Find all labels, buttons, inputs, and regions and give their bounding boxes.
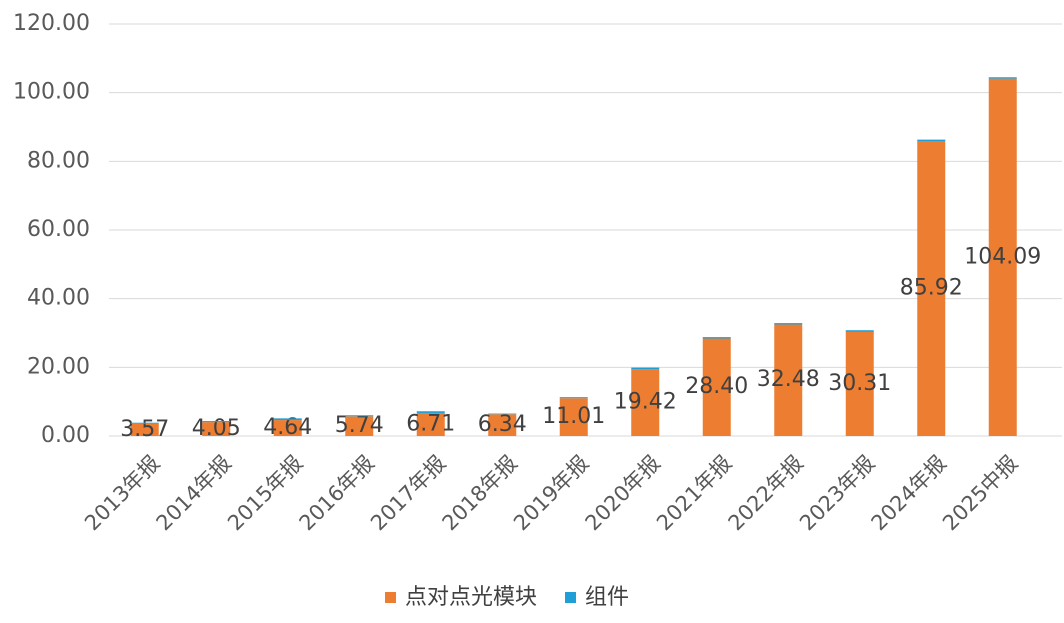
bar [988, 77, 1017, 79]
bar [988, 78, 1017, 437]
x-tick-label: 2023年报 [795, 451, 879, 535]
y-tick-label: 20.00 [27, 354, 90, 379]
bar [917, 139, 946, 142]
legend-label: 组件 [585, 585, 629, 610]
x-tick-label: 2019年报 [509, 451, 593, 535]
y-tick-label: 80.00 [27, 148, 90, 173]
data-label: 19.42 [614, 390, 677, 415]
data-label: 30.31 [828, 371, 891, 396]
y-tick-label: 0.00 [41, 423, 90, 448]
legend-swatch [565, 592, 577, 603]
bar [774, 323, 803, 325]
data-label: 3.57 [120, 417, 169, 442]
x-tick-label: 2015年报 [223, 451, 307, 535]
bar [273, 418, 302, 421]
y-tick-label: 120.00 [13, 11, 90, 36]
x-tick-label: 2020年报 [581, 451, 665, 535]
data-label: 6.71 [406, 411, 455, 436]
data-label: 85.92 [900, 276, 963, 301]
x-tick-label: 2021年报 [652, 451, 736, 535]
data-label: 4.05 [192, 416, 241, 441]
bar [416, 411, 445, 413]
data-label: 28.40 [685, 374, 748, 399]
bar [702, 338, 731, 436]
bar [559, 397, 588, 399]
bar [702, 337, 731, 339]
bar [488, 413, 517, 415]
bar [631, 367, 660, 370]
data-label: 6.34 [478, 412, 527, 437]
bar [488, 414, 517, 436]
y-tick-label: 100.00 [13, 80, 90, 105]
x-tick-label: 2017年报 [366, 451, 450, 535]
bar [202, 421, 231, 423]
data-label: 104.09 [964, 244, 1041, 269]
bar [130, 423, 159, 436]
bar [845, 330, 874, 332]
legend-label: 点对点光模块 [405, 585, 537, 610]
legend-swatch [385, 592, 396, 603]
x-tick-label: 2014年报 [152, 451, 236, 535]
bar [845, 331, 874, 436]
data-label: 5.74 [335, 413, 384, 438]
bar [917, 141, 946, 436]
x-tick-label: 2025中报 [938, 451, 1022, 535]
x-tick-label: 2018年报 [438, 451, 522, 535]
y-tick-label: 40.00 [27, 286, 90, 311]
data-label: 32.48 [757, 367, 820, 392]
bar [345, 415, 374, 417]
bar [273, 420, 302, 436]
data-label: 11.01 [542, 404, 605, 429]
bar [416, 412, 445, 436]
x-tick-label: 2013年报 [80, 451, 164, 535]
bar [345, 416, 374, 436]
bar [774, 324, 803, 436]
bar [130, 422, 159, 424]
bar [631, 369, 660, 436]
y-tick-label: 60.00 [27, 217, 90, 242]
bar [202, 422, 231, 436]
bar [559, 398, 588, 436]
x-tick-label: 2022年报 [724, 451, 808, 535]
x-tick-label: 2024年报 [867, 451, 951, 535]
x-tick-label: 2016年报 [295, 451, 379, 535]
